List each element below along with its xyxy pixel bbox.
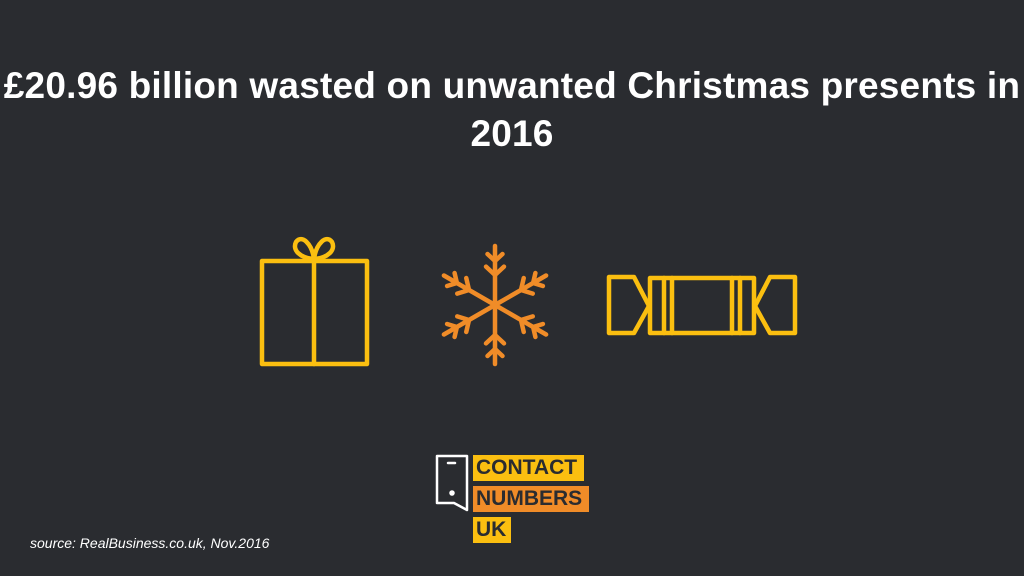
christmas-cracker-icon [606,274,798,336]
logo-numbers: NUMBERS [473,486,589,512]
logo-contact: CONTACT [473,455,584,481]
logo-uk: UK [473,517,511,543]
gift-icon [259,236,370,367]
source-note: source: RealBusiness.co.uk, Nov.2016 [30,535,270,551]
headline: £20.96 billion wasted on unwanted Christ… [3,65,1021,154]
logo-door-icon [435,454,469,512]
snowflake-icon [441,243,549,367]
